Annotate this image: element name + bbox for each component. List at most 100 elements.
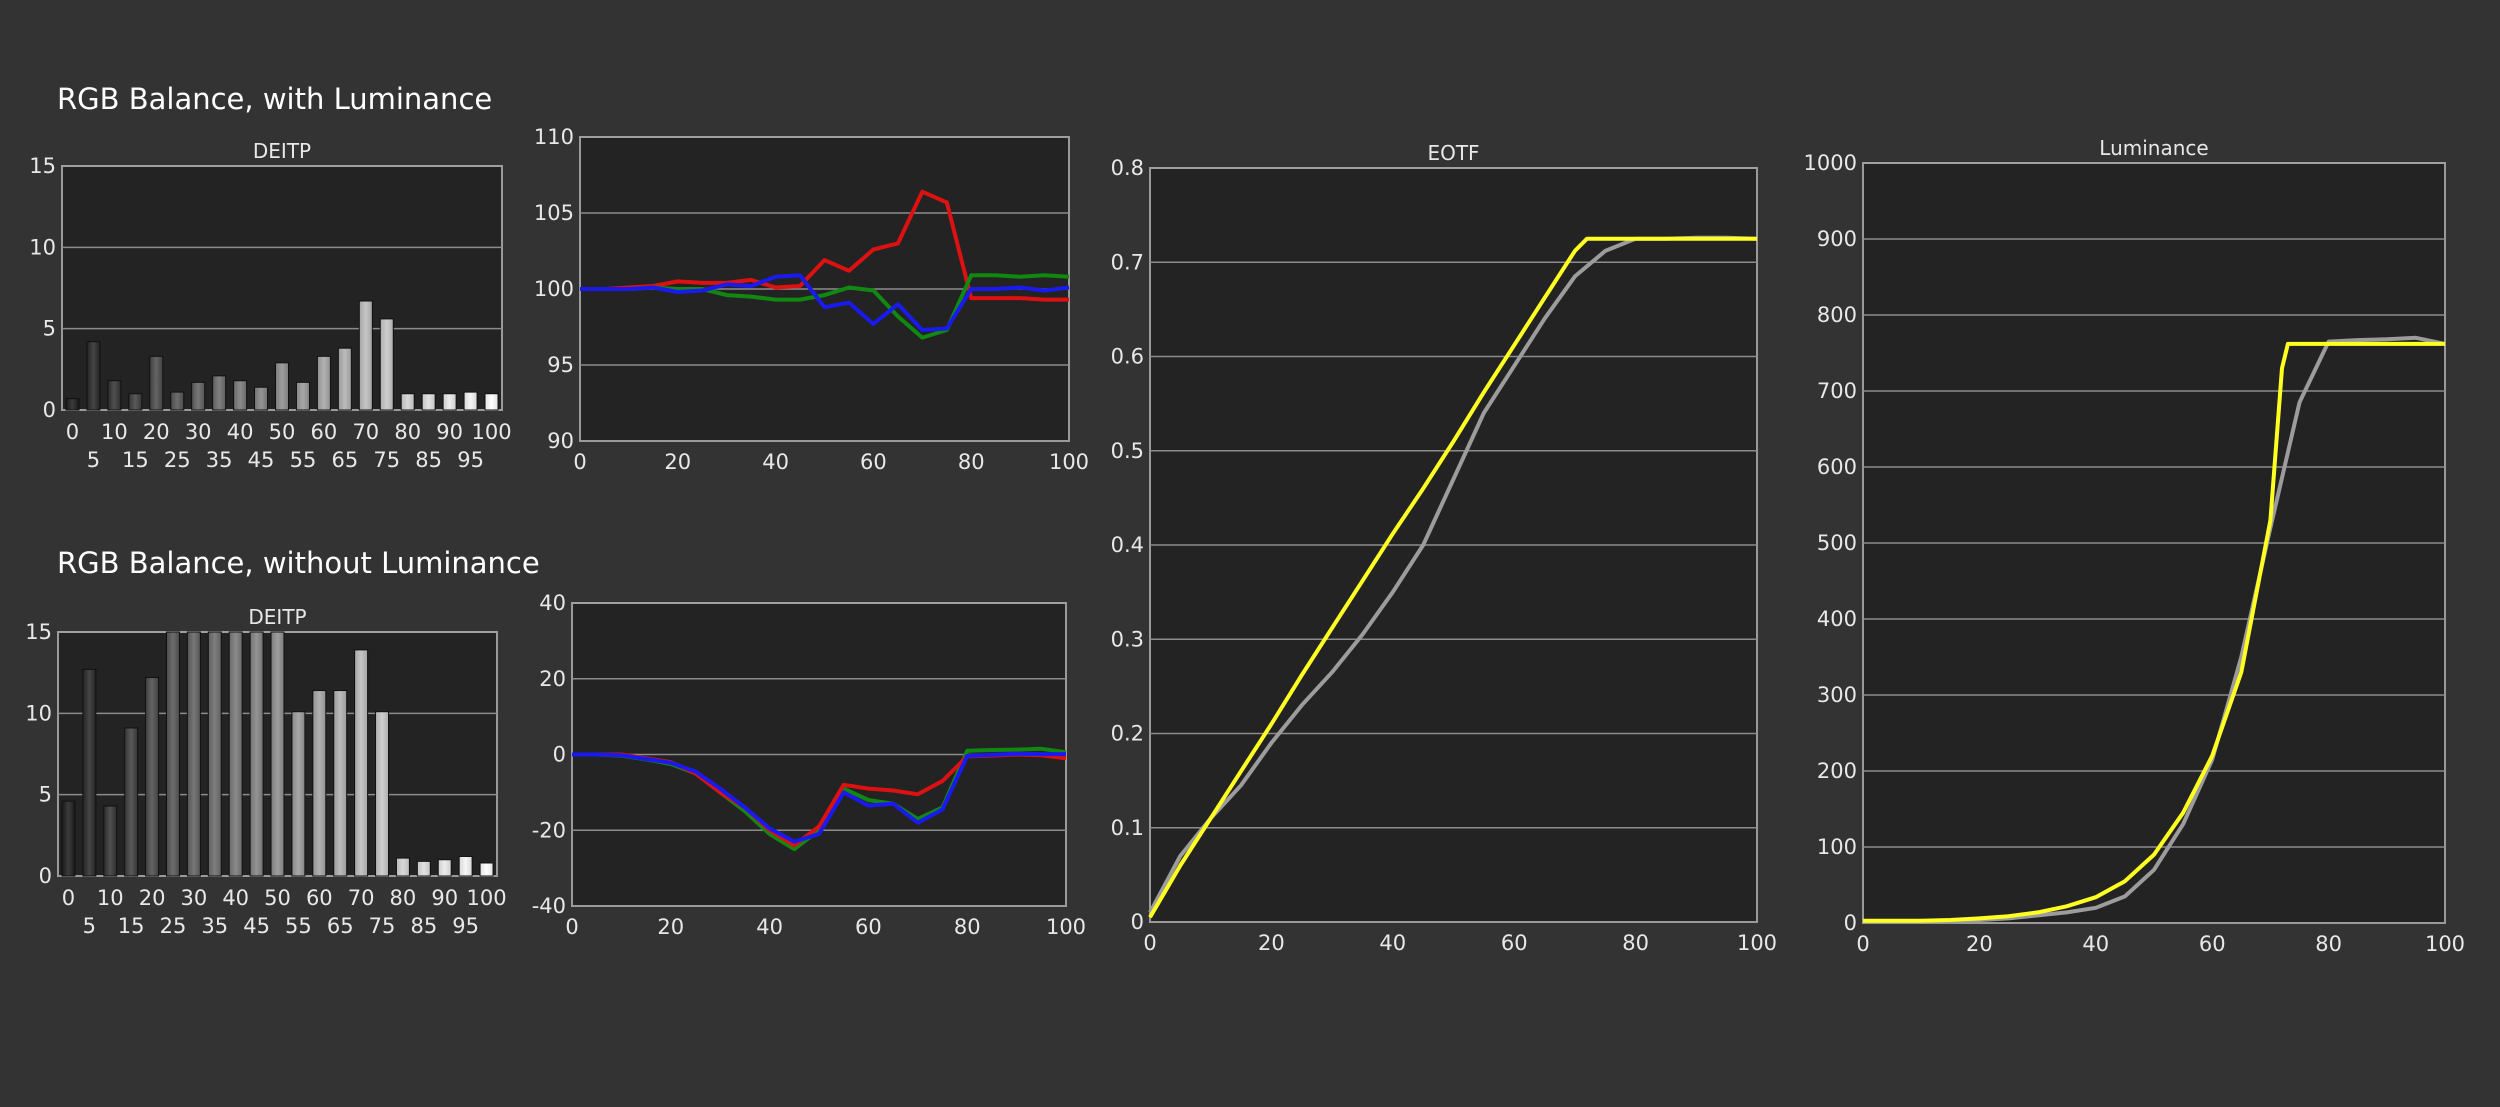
bar [421,393,436,411]
y-tick-label: 0.4 [1111,533,1144,557]
series-line-red [572,752,1067,848]
bar [416,860,431,877]
bar [233,380,248,411]
y-tick-label: 15 [29,154,56,178]
x-tick-label: 20 [657,915,684,939]
bar [254,386,269,411]
bar [358,300,373,411]
x-tick-label: 20 [139,886,166,910]
x-tick-label: 95 [452,914,479,938]
x-tick-label: 10 [97,886,124,910]
bar [395,857,410,877]
x-tick-label: 60 [2199,932,2226,956]
x-tick-label: 100 [1049,450,1089,474]
y-tick-label: 900 [1817,227,1857,251]
series-line-gray [1863,335,2446,924]
series-line-red [580,189,1069,302]
x-tick-label: 40 [1379,931,1406,955]
x-tick-label: 40 [227,420,254,444]
section-title-without-luminance: RGB Balance, without Luminance [57,546,540,580]
x-tick-label: 80 [394,420,421,444]
x-tick-label: 80 [958,450,985,474]
y-tick-label: 800 [1817,303,1857,327]
bar [170,391,185,411]
x-tick-label: 40 [2082,932,2109,956]
bar [191,381,206,411]
y-tick-label: 1000 [1804,151,1857,175]
y-tick-label: 5 [39,783,52,807]
x-tick-label: 0 [1143,931,1156,955]
x-tick-label: 40 [762,450,789,474]
bar [103,805,118,877]
bar [149,355,164,411]
bar [228,631,243,877]
x-tick-label: 85 [415,448,442,472]
y-tick-label: 700 [1817,379,1857,403]
series-line-green [572,746,1067,852]
bar [186,631,201,877]
y-tick-label: 0 [1844,911,1857,935]
x-tick-label: 0 [1856,932,1869,956]
y-tick-label: 15 [25,620,52,644]
x-tick-label: 45 [243,914,270,938]
x-tick-label: 85 [410,914,437,938]
x-tick-label: 70 [348,886,375,910]
x-tick-label: 75 [369,914,396,938]
bar [437,859,452,877]
x-tick-label: 100 [471,420,511,444]
x-tick-label: 100 [1046,915,1086,939]
plot-area [1862,162,2446,924]
bar [312,690,327,877]
x-tick-label: 20 [1258,931,1285,955]
bar [207,631,222,877]
x-tick-label: 0 [565,915,578,939]
x-tick-label: 55 [290,448,317,472]
x-tick-label: 80 [390,886,417,910]
x-tick-label: 100 [2425,932,2465,956]
x-tick-label: 50 [264,886,291,910]
x-tick-label: 65 [331,448,358,472]
y-tick-label: 10 [25,701,52,725]
x-tick-label: 100 [467,886,507,910]
x-tick-label: 35 [206,448,233,472]
bar [249,631,264,877]
y-tick-label: -20 [532,818,566,842]
bar [65,398,80,411]
y-tick-label: 0.2 [1111,722,1144,746]
plot-area [579,136,1070,442]
bar [442,393,457,411]
y-tick-label: 20 [539,667,566,691]
y-tick-label: 105 [534,201,574,225]
plot-area [571,602,1067,907]
bar [458,855,473,877]
x-tick-label: 80 [954,915,981,939]
bar [86,341,101,411]
bar [145,677,160,877]
x-tick-label: 20 [664,450,691,474]
bar [212,375,227,411]
chart-title: EOTF [1427,141,1479,165]
y-tick-label: 5 [43,317,56,341]
series-line-yellow [1148,236,1757,919]
x-tick-label: 40 [222,886,249,910]
y-tick-label: 90 [547,429,574,453]
x-tick-label: 100 [1737,931,1777,955]
bar [124,727,139,877]
x-tick-label: 80 [2315,932,2342,956]
x-tick-label: 25 [160,914,187,938]
chart-title: Luminance [2099,136,2208,160]
x-tick-label: 60 [311,420,338,444]
x-tick-label: 90 [436,420,463,444]
bar [354,649,369,877]
x-tick-label: 65 [327,914,354,938]
chart-title: DEITP [253,139,311,163]
series-line-blue [580,273,1070,332]
x-tick-label: 60 [1501,931,1528,955]
plot-area [57,631,498,877]
x-tick-label: 30 [185,420,212,444]
y-tick-label: 0.7 [1111,250,1144,274]
y-tick-label: 0 [1131,910,1144,934]
y-tick-label: 500 [1817,531,1857,555]
bar [479,862,494,877]
plot-area [61,165,503,411]
